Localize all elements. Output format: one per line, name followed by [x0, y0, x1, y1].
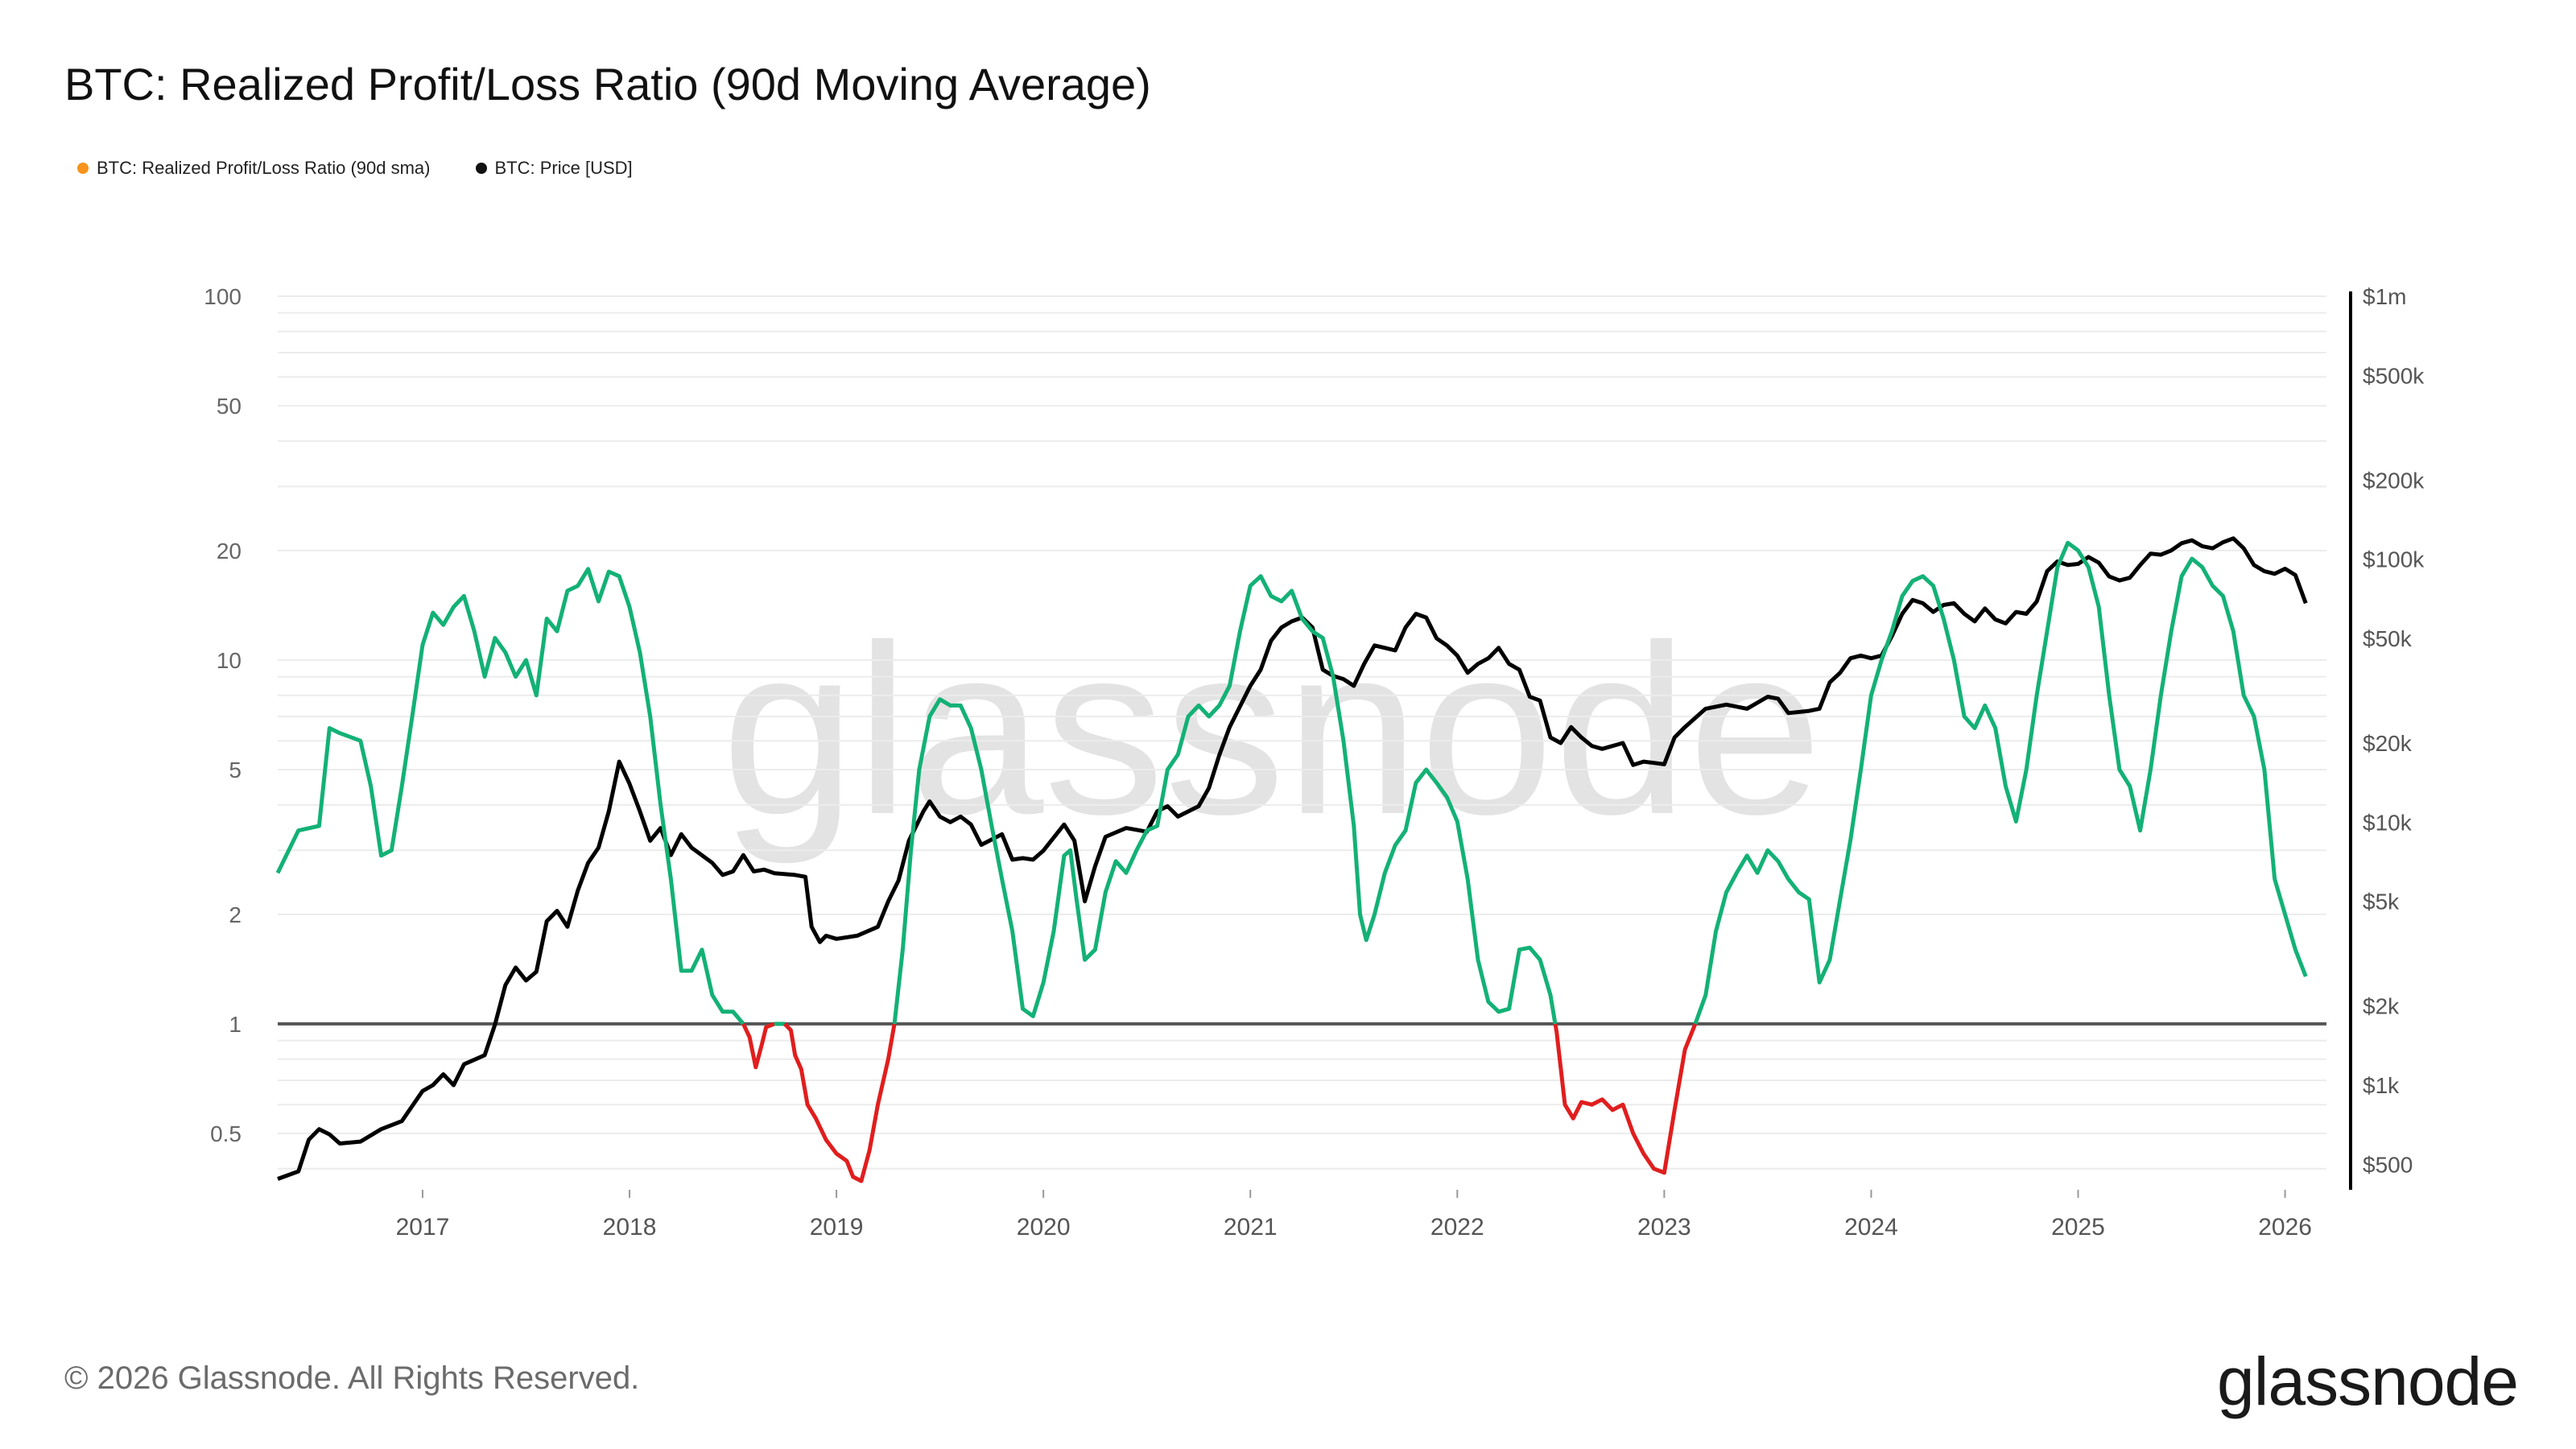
chart-title: BTC: Realized Profit/Loss Ratio (90d Mov… — [64, 59, 1151, 109]
legend: BTC: Realized Profit/Loss Ratio (90d sma… — [77, 158, 633, 179]
right-tick-label: $500 — [2363, 1152, 2413, 1177]
legend-label-ratio: BTC: Realized Profit/Loss Ratio (90d sma… — [97, 158, 431, 178]
left-tick-label: 2 — [229, 902, 242, 927]
watermark: glassnode — [721, 594, 1823, 866]
legend-item-price[interactable]: BTC: Price [USD] — [475, 158, 633, 179]
x-tick-label: 2026 — [2258, 1214, 2312, 1241]
right-tick-label: $100k — [2363, 547, 2425, 572]
x-tick-label: 2024 — [1844, 1214, 1898, 1241]
ratio-line-loss — [741, 1022, 775, 1070]
x-tick-label: 2018 — [603, 1214, 657, 1241]
x-tick-label: 2025 — [2051, 1214, 2105, 1241]
right-tick-label: $2k — [2363, 994, 2400, 1019]
x-tick-label: 2022 — [1430, 1214, 1484, 1241]
left-tick-label: 10 — [217, 648, 242, 673]
x-tick-label: 2020 — [1017, 1214, 1071, 1241]
price-line — [277, 536, 2308, 1181]
right-tick-label: $1m — [2363, 284, 2406, 309]
left-tick-label: 20 — [217, 539, 242, 564]
grid — [278, 295, 2326, 1170]
left-tick-label: 1 — [229, 1012, 242, 1037]
x-tick-label: 2019 — [810, 1214, 864, 1241]
ratio-line-profit — [275, 567, 745, 1026]
right-tick-label: $50k — [2363, 626, 2413, 651]
right-tick-label: $10k — [2363, 810, 2413, 835]
left-axis: 100 50 20 10 5 2 1 0.5 — [204, 284, 242, 1146]
legend-dot-orange-icon — [77, 163, 89, 174]
legend-dot-black-icon — [475, 163, 487, 174]
left-tick-label: 0.5 — [210, 1121, 242, 1146]
series-layer — [275, 536, 2326, 1183]
left-tick-label: 100 — [204, 284, 242, 309]
right-tick-label: $200k — [2363, 468, 2425, 493]
x-tick-label: 2021 — [1224, 1214, 1278, 1241]
x-tick-label: 2017 — [396, 1214, 450, 1241]
right-tick-label: $1k — [2363, 1073, 2400, 1098]
legend-label-price: BTC: Price [USD] — [494, 158, 633, 178]
ratio-line-loss — [782, 1022, 897, 1183]
left-tick-label: 50 — [217, 394, 242, 419]
ratio-line-profit — [892, 574, 1558, 1025]
ratio-line-loss — [1553, 1022, 1698, 1175]
x-tick-label: 2023 — [1637, 1214, 1691, 1241]
left-tick-label: 5 — [229, 758, 242, 782]
x-axis: 2017 2018 2019 2020 2021 2022 2023 2024 2025 2026 — [396, 1190, 2312, 1241]
ratio-line-profit — [1693, 540, 2308, 1025]
right-tick-label: $500k — [2363, 363, 2425, 388]
legend-item-ratio[interactable]: BTC: Realized Profit/Loss Ratio (90d sma… — [77, 158, 431, 179]
glassnode-logo: glassnode — [2217, 1344, 2519, 1419]
right-axis: $1m $500k $200k $100k $50k $20k $10k $5k $2k $1k $… — [2349, 284, 2425, 1190]
copyright-footer: © 2026 Glassnode. All Rights Reserved. — [64, 1360, 640, 1396]
right-tick-label: $20k — [2363, 731, 2413, 756]
right-tick-label: $5k — [2363, 890, 2400, 914]
